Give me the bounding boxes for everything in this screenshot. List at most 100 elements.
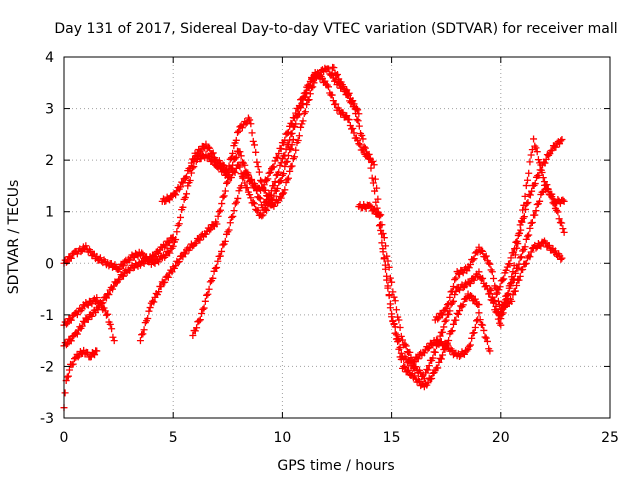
- x-tick-label: 20: [492, 430, 510, 446]
- data-point: [195, 317, 203, 325]
- data-point: [531, 180, 539, 188]
- data-point: [105, 291, 113, 299]
- data-point: [513, 282, 521, 290]
- data-point: [341, 85, 349, 93]
- data-point: [479, 274, 487, 282]
- data-point: [190, 155, 198, 163]
- data-point: [247, 120, 255, 128]
- data-point: [64, 372, 72, 380]
- series-sat-b: [60, 234, 177, 350]
- data-point: [385, 263, 393, 271]
- data-point: [537, 166, 545, 174]
- data-point: [246, 191, 254, 199]
- data-point: [437, 355, 445, 363]
- data-point: [104, 310, 112, 318]
- data-point: [509, 249, 517, 257]
- data-point: [209, 274, 217, 282]
- data-point: [477, 320, 485, 328]
- data-point: [454, 310, 462, 318]
- data-point: [67, 316, 75, 324]
- data-point: [424, 366, 432, 374]
- data-point: [221, 237, 229, 245]
- data-point: [288, 129, 296, 137]
- data-point: [265, 169, 273, 177]
- data-point: [172, 191, 180, 199]
- data-point: [204, 143, 212, 151]
- data-point: [382, 242, 390, 250]
- data-point: [227, 154, 235, 162]
- data-point: [479, 247, 487, 255]
- data-point: [466, 341, 474, 349]
- data-point: [218, 200, 226, 208]
- data-point: [470, 276, 478, 284]
- data-point: [532, 144, 540, 152]
- data-point: [96, 298, 104, 306]
- data-point: [234, 129, 242, 137]
- data-point: [219, 193, 227, 201]
- data-point: [513, 237, 521, 245]
- data-point: [193, 324, 201, 332]
- data-point: [93, 294, 101, 302]
- data-point: [391, 329, 399, 337]
- data-point: [155, 288, 163, 296]
- data-point: [149, 297, 157, 305]
- data-point: [166, 249, 174, 257]
- data-point: [61, 389, 69, 397]
- data-point: [447, 345, 455, 353]
- data-point: [264, 175, 272, 183]
- data-point: [266, 168, 274, 176]
- data-point: [510, 275, 518, 283]
- data-point: [530, 135, 538, 143]
- data-point: [517, 253, 525, 261]
- data-point: [542, 155, 550, 163]
- data-point: [482, 282, 490, 290]
- data-point: [63, 373, 71, 381]
- data-point: [456, 270, 464, 278]
- y-tick-label: 2: [45, 153, 54, 169]
- data-point: [414, 355, 422, 363]
- data-point: [226, 219, 234, 227]
- data-point: [251, 184, 259, 192]
- data-point: [548, 190, 556, 198]
- data-point: [258, 212, 266, 220]
- data-point: [297, 104, 305, 112]
- data-point: [386, 300, 394, 308]
- data-point: [190, 163, 198, 171]
- data-point: [377, 211, 385, 219]
- data-point: [157, 283, 165, 291]
- data-point: [439, 351, 447, 359]
- data-point: [471, 323, 479, 331]
- data-point: [486, 347, 494, 355]
- data-point: [375, 212, 383, 220]
- data-point: [259, 211, 267, 219]
- data-point: [498, 276, 506, 284]
- data-point: [73, 311, 81, 319]
- data-point: [520, 213, 528, 221]
- data-point: [490, 274, 498, 282]
- data-point: [257, 176, 265, 184]
- data-point: [497, 306, 505, 314]
- data-point: [323, 81, 331, 89]
- data-point: [281, 151, 289, 159]
- data-point: [68, 361, 76, 369]
- data-point: [110, 337, 118, 345]
- data-point: [186, 177, 194, 185]
- series-sat-c: [60, 346, 101, 412]
- data-point: [205, 285, 213, 293]
- data-point: [219, 241, 227, 249]
- data-point: [431, 348, 439, 356]
- data-point: [258, 178, 266, 186]
- data-point: [299, 117, 307, 125]
- data-point: [466, 279, 474, 287]
- data-point: [451, 291, 459, 299]
- data-point: [161, 278, 169, 286]
- data-point: [420, 375, 428, 383]
- data-point: [250, 200, 258, 208]
- data-point: [221, 187, 229, 195]
- data-point: [459, 284, 467, 292]
- data-point: [425, 344, 433, 352]
- data-point: [397, 349, 405, 357]
- data-point: [187, 169, 195, 177]
- data-point: [207, 225, 215, 233]
